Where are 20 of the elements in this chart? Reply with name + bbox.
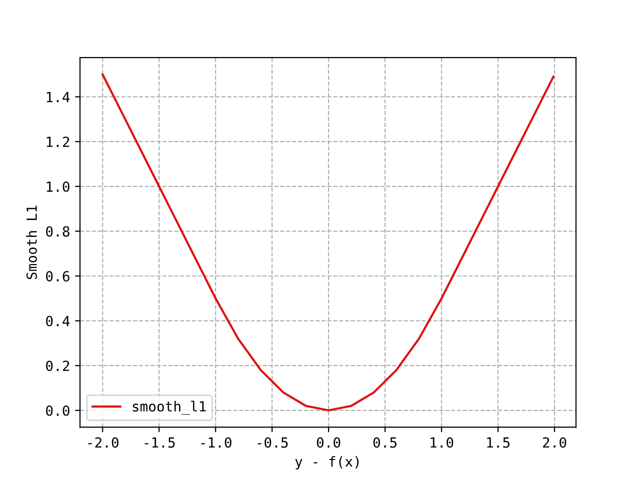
y-tick-label: 1.0 xyxy=(46,181,70,192)
x-tick-label: 1.5 xyxy=(487,437,510,448)
y-tick-label: 0.0 xyxy=(46,405,70,416)
x-axis-title: y - f(x) xyxy=(295,456,359,470)
x-tick-label: -1.5 xyxy=(144,437,175,448)
x-tick-label: 2.0 xyxy=(543,437,566,448)
y-axis-title: Smooth L1 xyxy=(26,206,37,280)
y-tick-label: 0.6 xyxy=(46,271,70,282)
y-tick-label: 0.8 xyxy=(46,226,70,237)
y-tick-label: 0.2 xyxy=(46,360,70,372)
legend-label: smooth_l1 xyxy=(132,400,206,415)
x-tick-label: -1.0 xyxy=(201,437,232,448)
y-tick-label: 1.2 xyxy=(46,136,70,147)
y-tick-label: 1.4 xyxy=(46,92,70,102)
x-tick-label: -0.5 xyxy=(258,437,288,448)
y-tick-label: 0.4 xyxy=(46,316,70,326)
x-tick-label: 1.0 xyxy=(430,437,454,448)
x-tick-label: -2.0 xyxy=(88,437,118,448)
x-tick-label: 0.0 xyxy=(316,437,340,448)
x-tick-label: 0.5 xyxy=(373,437,396,448)
